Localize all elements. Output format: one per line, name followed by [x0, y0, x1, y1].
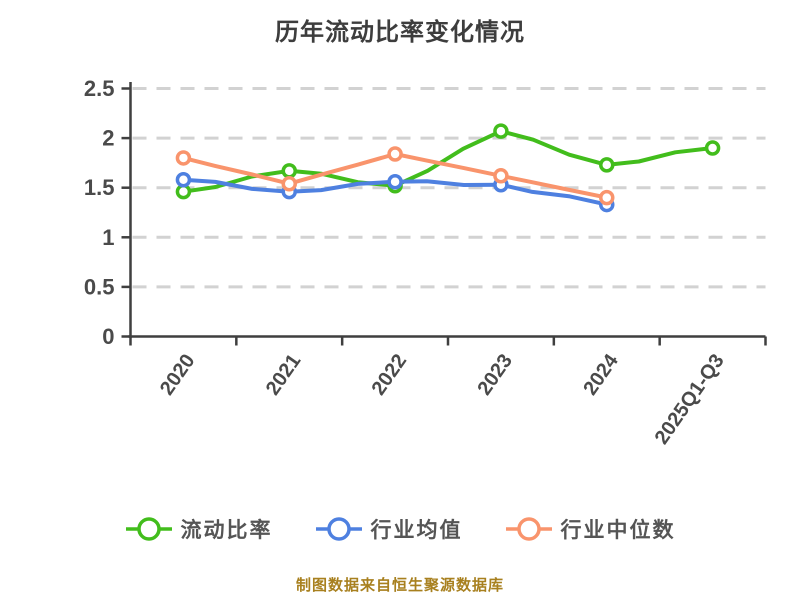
chart-title: 历年流动比率变化情况 — [275, 19, 525, 46]
y-tick-label: 0 — [102, 324, 114, 349]
x-tick-label: 2022 — [368, 350, 412, 399]
series-line-0 — [181, 129, 715, 194]
x-tick-label: 2023 — [473, 350, 517, 399]
data-point-marker — [281, 175, 297, 192]
data-point-marker — [175, 150, 192, 166]
data-point-marker — [704, 140, 721, 156]
x-tick-label: 2020 — [156, 350, 200, 399]
x-tick-label: 2024 — [579, 350, 623, 400]
y-tick-label: 1.5 — [84, 175, 115, 200]
y-tick-label: 1 — [102, 225, 114, 250]
data-point-marker — [387, 173, 403, 190]
y-tick-label: 2 — [102, 126, 114, 151]
legend-marker-icon — [125, 517, 172, 541]
legend-item-1: 行业均值 — [315, 514, 463, 544]
data-point-marker — [281, 163, 297, 179]
legend-item-0: 流动比率 — [125, 514, 273, 544]
data-point-marker — [387, 146, 403, 162]
data-point-marker — [493, 123, 509, 139]
x-tick-label: 2021 — [262, 350, 306, 399]
legend-label: 行业均值 — [370, 519, 463, 542]
legend-item-2: 行业中位数 — [505, 514, 676, 544]
data-point-marker — [599, 157, 615, 173]
data-point-marker — [175, 172, 192, 188]
data-point-marker — [493, 168, 509, 184]
data-point-marker — [599, 189, 615, 206]
line-chart-plot: 0 0.5 1 1.5 2 2.5 2020 2021 2022 2023 2024 2025Q1-Q… — [84, 76, 767, 448]
legend-marker-icon — [505, 517, 552, 541]
y-tick-label: 2.5 — [84, 76, 115, 101]
chart-legend: 流动比率 行业均值 行业中位数 — [0, 514, 800, 544]
legend-marker-icon — [315, 517, 362, 541]
legend-label: 行业中位数 — [560, 519, 676, 542]
data-source-note: 制图数据来自恒生聚源数据库 — [295, 577, 504, 594]
y-tick-label: 0.5 — [84, 274, 115, 299]
legend-label: 流动比率 — [180, 519, 273, 542]
x-tick-label: 2025Q1-Q3 — [651, 350, 729, 448]
